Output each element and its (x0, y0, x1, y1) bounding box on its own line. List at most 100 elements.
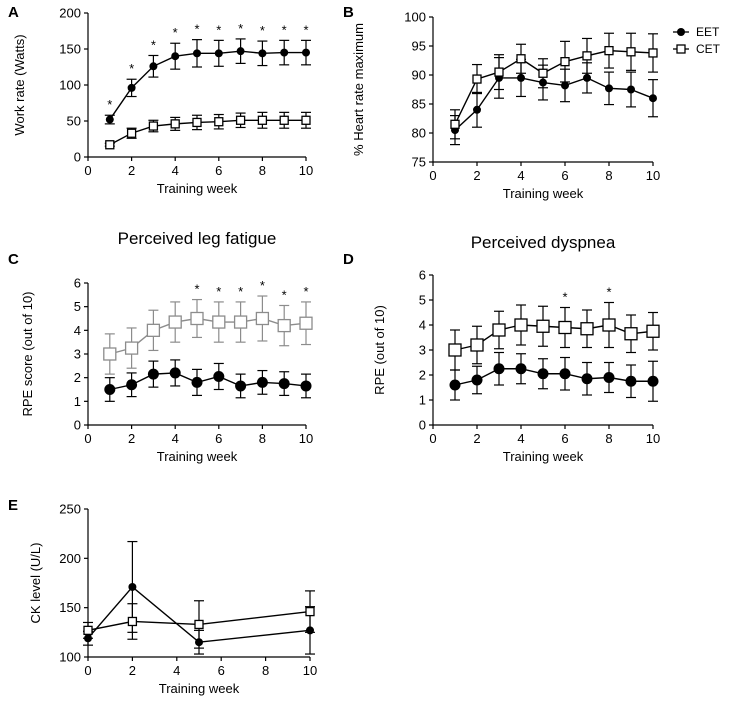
data-point (583, 73, 591, 82)
data-point (649, 94, 657, 103)
y-tick-label: 0 (74, 150, 81, 165)
x-tick-label: 8 (605, 431, 612, 446)
significance-marker: * (216, 284, 221, 299)
legend-label: CET (696, 42, 721, 56)
data-point (301, 115, 311, 125)
legend-marker-cet (676, 44, 686, 54)
series-line (109, 372, 307, 391)
x-tick-label: 4 (173, 663, 180, 678)
data-point (103, 347, 117, 361)
data-point (192, 117, 202, 128)
panel-e: E 100 150 200 250 0 2 4 6 8 10 Training week CK leve… (8, 497, 317, 696)
data-point (168, 315, 182, 329)
legend-label: EET (696, 25, 720, 39)
series-eet (104, 38, 311, 125)
x-tick-label: 4 (517, 168, 524, 183)
data-point (449, 379, 461, 391)
data-point (279, 115, 289, 125)
data-point (602, 318, 616, 332)
data-point (516, 54, 526, 64)
data-point (105, 140, 115, 150)
significance-marker: * (151, 37, 156, 52)
x-tick-label: 4 (517, 431, 524, 446)
data-point (605, 84, 613, 93)
panel-letter: D (343, 251, 354, 268)
data-point (558, 320, 572, 335)
y-tick-label: 1 (74, 394, 81, 409)
data-point (646, 324, 660, 338)
data-point (448, 343, 462, 357)
y-tick-label: 75 (412, 155, 426, 170)
significance-marker: * (194, 22, 199, 37)
data-point (191, 376, 203, 388)
y-tick-label: 85 (412, 97, 426, 112)
x-tick-label: 2 (128, 163, 135, 178)
significance-marker: * (282, 287, 287, 302)
x-tick-label: 10 (646, 431, 660, 446)
y-tick-label: 4 (419, 318, 426, 333)
data-point (300, 380, 312, 392)
series-line (454, 368, 653, 386)
x-tick-label: 8 (259, 163, 266, 178)
data-point (603, 372, 615, 383)
series-cet (104, 111, 311, 150)
data-point (560, 57, 570, 67)
x-tick-label: 0 (84, 431, 91, 446)
data-point (256, 376, 268, 388)
y-tick-label: 1 (419, 393, 426, 408)
x-tick-label: 10 (303, 663, 317, 678)
data-point (257, 115, 268, 125)
data-point (648, 48, 658, 58)
data-point (147, 368, 159, 380)
data-point (126, 379, 138, 391)
data-point (514, 318, 528, 332)
legend: EET CET (673, 25, 721, 56)
x-axis-label: Training week (157, 449, 238, 464)
series-eet (104, 359, 312, 402)
significance-marker: * (173, 25, 178, 40)
data-point (492, 323, 506, 337)
series-line (454, 49, 654, 125)
y-tick-label: 50 (67, 114, 81, 129)
significance-marker: * (194, 282, 199, 297)
y-tick-label: 4 (74, 323, 81, 338)
x-tick-label: 2 (473, 431, 480, 446)
significance-marker: * (606, 285, 611, 300)
significance-marker: * (260, 278, 265, 293)
data-point (470, 338, 484, 352)
panel-letter: A (8, 4, 19, 21)
x-axis-label: Training week (503, 186, 584, 201)
data-point (624, 327, 638, 341)
data-point (581, 373, 593, 385)
data-point (626, 47, 636, 57)
panel-b: B 75 80 85 90 95 100 0 2 4 6 8 10 Training week % Hear… (343, 4, 660, 201)
y-tick-label: 200 (59, 551, 81, 566)
y-axis-label: Work rate (Watts) (12, 34, 27, 135)
x-tick-label: 4 (172, 431, 179, 446)
y-tick-label: 5 (419, 293, 426, 308)
data-point (126, 128, 137, 138)
y-tick-label: 150 (59, 42, 81, 57)
data-point (277, 318, 291, 333)
y-axis-label: CK level (U/L) (28, 543, 43, 624)
x-tick-label: 8 (605, 168, 612, 183)
significance-marker: * (303, 22, 308, 37)
significance-marker: * (260, 23, 265, 38)
data-point (193, 49, 201, 58)
data-point (627, 85, 635, 94)
data-point (212, 315, 226, 329)
series-line (109, 50, 306, 120)
series-eet (449, 351, 659, 402)
data-point (278, 378, 290, 390)
data-point (493, 363, 505, 375)
data-point (83, 625, 93, 636)
y-tick-label: 2 (74, 370, 81, 385)
y-tick-label: 250 (59, 502, 81, 517)
data-point (104, 384, 116, 395)
panel-letter: B (343, 4, 354, 21)
significance-marker: * (238, 21, 243, 36)
data-point (280, 48, 289, 57)
data-point (146, 323, 161, 337)
x-tick-label: 6 (215, 431, 222, 446)
data-point (471, 374, 483, 386)
